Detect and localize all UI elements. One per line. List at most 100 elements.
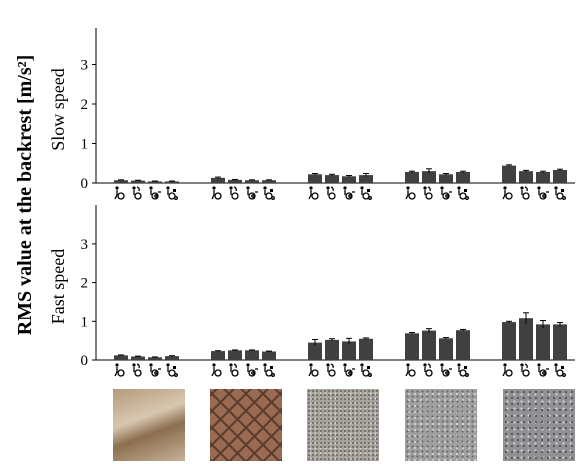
power-add-on-wheelchair-icon-hub [251,194,255,198]
power-wheelchair-icon-caster [562,196,566,200]
power-add-on-wheelchair-icon-wheel [539,369,547,377]
pushrim-assist-wheelchair-icon-spark [233,186,237,192]
pushrim-assist-wheelchair-icon-head [520,363,524,367]
bar [536,171,550,183]
bar [211,177,225,183]
power-wheelchair-icon-head [457,363,461,367]
bar [148,357,162,360]
power-wheelchair-icon-caster [368,196,372,200]
power-wheelchair-icon-head [263,186,267,190]
bar [456,171,470,183]
bar [519,318,533,360]
power-wheelchair-icon-wheel [556,192,564,200]
manual-wheelchair-icon-wheel [117,192,125,200]
bar [131,356,145,360]
pushrim-assist-wheelchair-icon [229,186,239,200]
bar [456,330,470,360]
power-wheelchair-icon-battery [173,366,176,369]
power-wheelchair-icon-caster [271,196,275,200]
power-wheelchair-icon-wheel [362,192,370,200]
power-add-on-wheelchair-icon [343,186,355,200]
pushrim-assist-wheelchair-icon-head [326,363,330,367]
pushrim-assist-wheelchair-icon [132,186,142,200]
bar [308,342,322,360]
chart-panels: 0 1 2 3 Slow speed 0 1 2 3 Fast speed [48,28,575,377]
pushrim-assist-wheelchair-icon-spark [136,363,140,369]
y-tick-label: 1 [81,314,89,330]
power-add-on-wheelchair-icon-hub [154,194,158,198]
power-wheelchair-icon-head [166,363,170,367]
power-wheelchair-icon [360,186,372,200]
power-wheelchair-icon-caster [368,373,372,377]
power-wheelchair-icon [166,186,178,200]
power-add-on-wheelchair-icon-wheel [248,192,256,200]
manual-wheelchair-icon-wheel [214,192,222,200]
power-wheelchair-icon-battery [367,366,370,369]
pushrim-assist-wheelchair-icon-head [423,363,427,367]
pushrim-assist-wheelchair-icon [326,186,336,200]
manual-wheelchair-icon [308,186,319,200]
pushrim-assist-wheelchair-icon-head [132,363,136,367]
bar [422,171,436,183]
fine-asphalt-photo [307,389,379,461]
power-add-on-wheelchair-icon-hub [542,194,546,198]
power-wheelchair-icon-head [554,363,558,367]
y-tick-label: 1 [81,137,89,153]
bar [439,174,453,183]
power-add-on-wheelchair-icon-wheel [345,369,353,377]
manual-wheelchair-icon [502,363,513,377]
bar [262,351,276,360]
power-wheelchair-icon [554,186,566,200]
coarse-asphalt-photo [405,389,477,461]
pushrim-assist-wheelchair-icon-wheel [425,192,433,200]
manual-wheelchair-icon-head [309,186,313,190]
pushrim-assist-wheelchair-icon-head [326,186,330,190]
manual-wheelchair-icon-leg [308,194,312,200]
bar [502,165,516,183]
bar [405,333,419,360]
manual-wheelchair-icon-leg [308,371,312,377]
power-wheelchair-icon-wheel [362,369,370,377]
power-wheelchair-icon-wheel [168,369,176,377]
power-wheelchair-icon-battery [270,189,273,192]
pushrim-assist-wheelchair-icon-spark [136,186,140,192]
bar [114,180,128,183]
y-axis-label: RMS value at the backrest [m/s²] [14,55,36,336]
bar [262,180,276,183]
power-add-on-wheelchair-icon-head [246,186,250,190]
power-wheelchair-icon-caster [465,196,469,200]
power-wheelchair-icon-head [360,186,364,190]
power-add-on-wheelchair-icon-hub [445,194,449,198]
manual-wheelchair-icon [211,186,222,200]
manual-wheelchair-icon-wheel [311,192,319,200]
pushrim-assist-wheelchair-icon-head [229,363,233,367]
power-add-on-wheelchair-icon-hub [348,371,352,375]
power-add-on-wheelchair-icon-wheel [151,369,159,377]
manual-wheelchair-icon-leg [114,371,118,377]
pushrim-assist-wheelchair-icon-wheel [328,369,336,377]
power-wheelchair-icon-caster [271,373,275,377]
y-tick-label: 3 [81,58,89,74]
bar [131,180,145,183]
power-wheelchair-icon [263,186,275,200]
manual-wheelchair-icon-leg [114,194,118,200]
manual-wheelchair-icon-leg [405,194,409,200]
power-add-on-wheelchair-icon-hub [154,371,158,375]
pushrim-assist-wheelchair-icon [423,363,433,377]
manual-wheelchair-icon [114,363,125,377]
power-add-on-wheelchair-icon-head [440,186,444,190]
manual-wheelchair-icon-head [115,363,119,367]
manual-wheelchair-icon-wheel [214,369,222,377]
power-wheelchair-icon-wheel [459,192,467,200]
power-wheelchair-icon-caster [465,373,469,377]
power-wheelchair-icon-caster [562,373,566,377]
bar [245,180,259,183]
manual-wheelchair-icon-head [503,186,507,190]
power-wheelchair-icon [457,363,469,377]
pushrim-assist-wheelchair-icon-head [423,186,427,190]
pushrim-assist-wheelchair-icon [520,186,530,200]
power-wheelchair-icon [554,363,566,377]
power-add-on-wheelchair-icon-head [343,186,347,190]
power-add-on-wheelchair-icon-head [343,363,347,367]
manual-wheelchair-icon [114,186,125,200]
